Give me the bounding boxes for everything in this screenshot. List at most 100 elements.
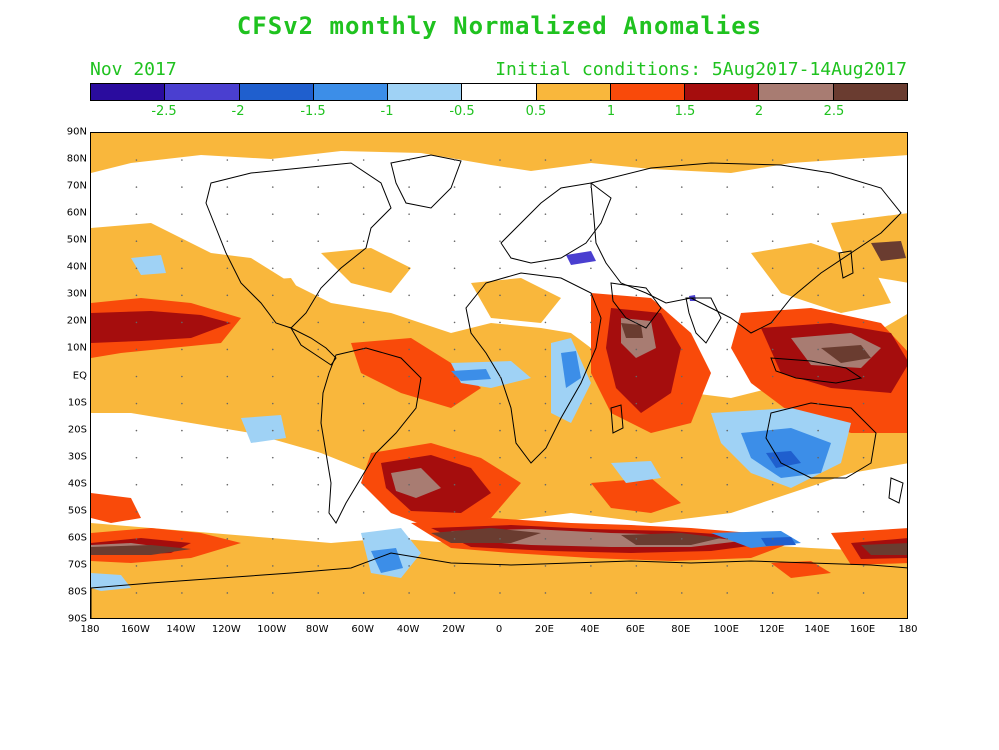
- graticule-dot: [499, 538, 501, 540]
- graticule-dot: [726, 348, 729, 351]
- graticule-dot: [499, 348, 501, 351]
- latitude-tick-label: 40S: [67, 478, 87, 490]
- colorbar-box: [313, 84, 389, 100]
- greenland-coast: [390, 154, 462, 209]
- graticule-dot: [362, 483, 365, 486]
- graticule-dot: [226, 348, 229, 351]
- new-zealand-coast: [888, 477, 904, 504]
- longitude-tick-label: 40W: [396, 624, 420, 635]
- graticule-dot: [771, 510, 774, 513]
- graticule-dot: [635, 213, 638, 215]
- graticule-dot: [635, 159, 638, 161]
- graticule-dot: [726, 483, 729, 486]
- graticule-dot: [499, 456, 501, 459]
- graticule-dot: [680, 538, 683, 540]
- graticule-dot: [408, 402, 410, 405]
- graticule-dot: [181, 538, 183, 540]
- graticule-dot: [408, 510, 410, 513]
- graticule-dot: [271, 375, 274, 378]
- graticule-dot: [862, 267, 865, 270]
- graticule-dot: [635, 186, 638, 188]
- graticule-dot: [453, 375, 456, 378]
- longitude-tick-label: 20W: [442, 624, 465, 635]
- graticule-dot: [862, 294, 865, 297]
- graticule-dot: [771, 429, 774, 432]
- graticule-dot: [817, 213, 819, 215]
- colorbar-label: -0.5: [449, 104, 475, 119]
- graticule-dot: [226, 538, 229, 540]
- longitude-tick-label: 160W: [120, 624, 150, 635]
- graticule-dot: [635, 240, 638, 243]
- graticule-dot: [408, 429, 410, 432]
- latitude-tick-label: 10S: [67, 397, 87, 409]
- graticule-dot: [408, 565, 410, 567]
- graticule-dot: [726, 429, 729, 432]
- colorbar-box: [759, 84, 834, 100]
- graticule-dot: [181, 429, 183, 432]
- graticule-dot: [408, 240, 410, 243]
- graticule-dot: [408, 213, 410, 215]
- graticule-dot: [226, 267, 229, 270]
- latitude-tick-label: 40N: [66, 261, 87, 273]
- graticule-dot: [544, 538, 547, 540]
- graticule-dot: [317, 321, 320, 324]
- graticule-dot: [862, 429, 865, 432]
- colorbar-label: 1.5: [674, 104, 696, 119]
- graticule-dot: [226, 402, 229, 405]
- graticule-dot: [635, 565, 638, 567]
- graticule-dot: [635, 483, 638, 486]
- graticule-dot: [499, 186, 501, 188]
- graticule-dot: [135, 240, 138, 243]
- graticule-dot: [817, 375, 819, 378]
- graticule-dot: [181, 240, 183, 243]
- latitude-tick-label: 80S: [67, 586, 87, 598]
- graticule-dot: [226, 240, 229, 243]
- graticule-dot: [680, 456, 683, 459]
- colorbar-box: [462, 84, 537, 100]
- initial-conditions: Initial conditions: 5Aug2017-14Aug2017: [495, 59, 907, 80]
- graticule-dot: [771, 483, 774, 486]
- graticule-dot: [499, 483, 501, 486]
- graticule-dot: [453, 240, 456, 243]
- longitude-tick-label: 140W: [166, 624, 196, 635]
- graticule-dot: [544, 348, 547, 351]
- graticule-dot: [317, 456, 320, 459]
- graticule-dot: [635, 592, 638, 594]
- graticule-dot: [317, 483, 320, 486]
- graticule-dot: [453, 456, 456, 459]
- graticule-dot: [544, 402, 547, 405]
- graticule-dot: [135, 375, 138, 378]
- graticule-dot: [181, 483, 183, 486]
- graticule-dot: [362, 538, 365, 540]
- graticule-dot: [817, 483, 819, 486]
- graticule-dot: [771, 321, 774, 324]
- graticule-dot: [181, 510, 183, 513]
- graticule-dot: [862, 402, 865, 405]
- india-coast: [685, 297, 722, 344]
- graticule-dot: [499, 213, 501, 215]
- graticule-dot: [817, 510, 819, 513]
- graticule-dot: [544, 510, 547, 513]
- graticule-dot: [362, 159, 365, 161]
- graticule-dot: [226, 483, 229, 486]
- graticule-dot: [680, 592, 683, 594]
- graticule-dot: [135, 186, 138, 188]
- graticule-dot: [771, 294, 774, 297]
- graticule-dot: [226, 456, 229, 459]
- latitude-tick-label: 30N: [66, 288, 87, 300]
- latitude-tick-label: 70S: [67, 559, 87, 571]
- graticule-dot: [635, 429, 638, 432]
- graticule-dot: [499, 159, 501, 161]
- longitude-tick-label: 80E: [671, 624, 691, 635]
- graticule-dot: [862, 456, 865, 459]
- graticule-dot: [135, 348, 138, 351]
- latitude-tick-label: 80N: [66, 153, 87, 165]
- graticule-dot: [317, 429, 320, 432]
- graticule-dot: [771, 565, 774, 567]
- graticule-dot: [135, 510, 138, 513]
- graticule-dot: [226, 429, 229, 432]
- graticule-dot: [590, 592, 592, 594]
- graticule-dot: [408, 321, 410, 324]
- graticule-dot: [135, 267, 138, 270]
- graticule-dot: [680, 213, 683, 215]
